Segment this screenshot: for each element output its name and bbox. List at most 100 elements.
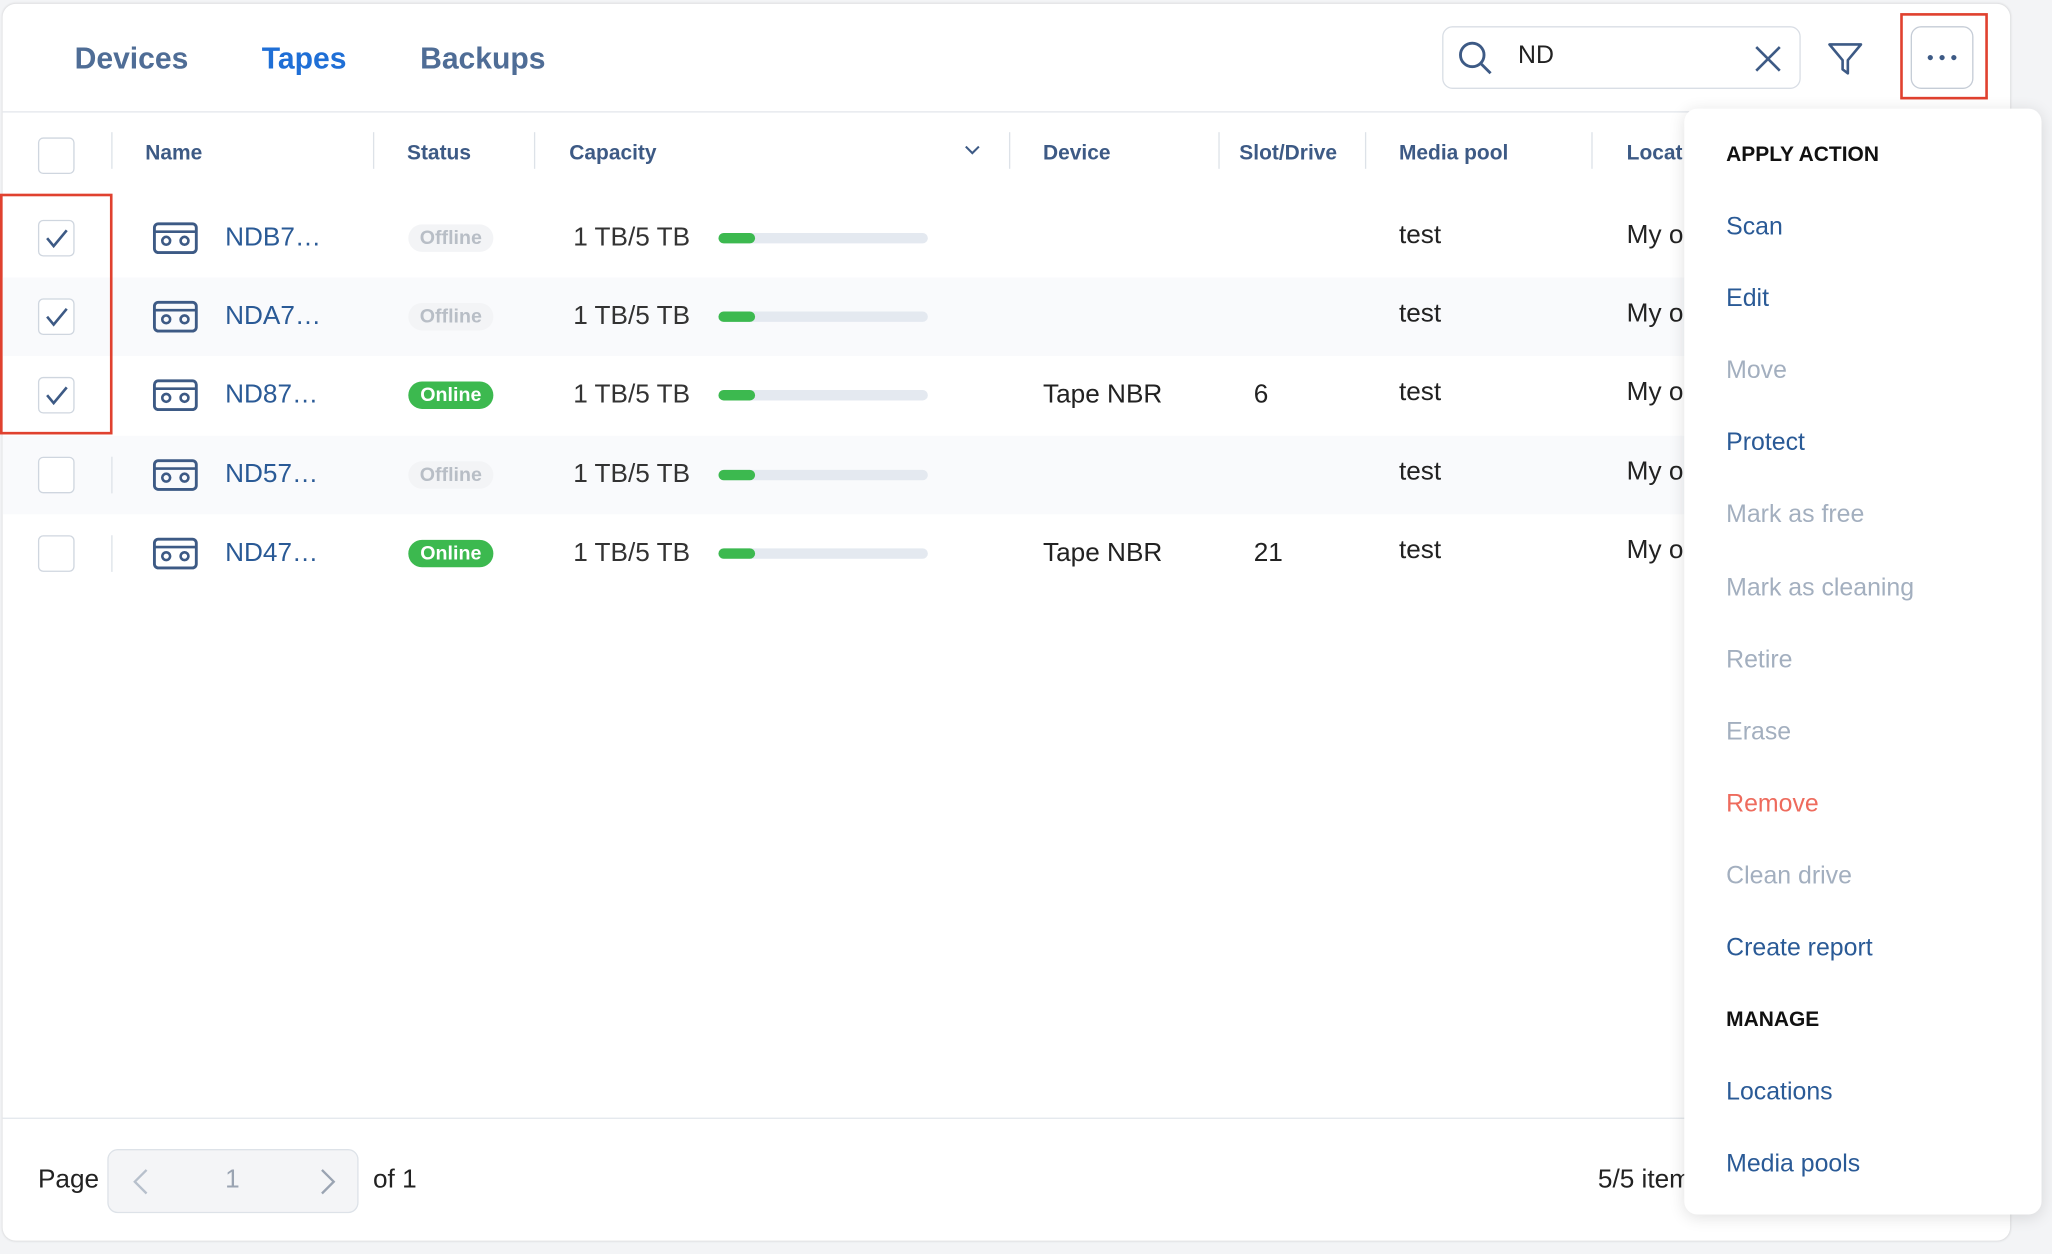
column-header[interactable]: Status (406, 142, 471, 165)
highlight (0, 193, 113, 435)
sort-icon[interactable] (963, 140, 981, 164)
column-header[interactable]: Capacity (569, 142, 657, 165)
menu-item: Move (1726, 357, 1787, 385)
menu-item[interactable]: Scan (1726, 213, 1783, 241)
search-input[interactable]: ND (1518, 41, 1554, 70)
location: My o (1626, 377, 1684, 407)
separator (111, 132, 113, 169)
status-badge: Online (408, 539, 494, 568)
tape-name[interactable]: NDB7… (225, 223, 322, 252)
tape-name[interactable]: ND57… (225, 459, 319, 489)
tape-icon (152, 219, 199, 265)
page-label: Page (37, 1165, 100, 1195)
capacity: 1 TB/5 TB (573, 459, 691, 489)
panel (2, 3, 2011, 1241)
media-pool: test (1398, 535, 1442, 565)
status-badge: Offline (408, 461, 494, 489)
status-badge: Offline (408, 302, 494, 331)
tab[interactable]: Backups (420, 41, 546, 76)
icon (321, 1169, 336, 1195)
tape-icon (152, 297, 199, 343)
divider (2, 1117, 2011, 1119)
capacity-fill (718, 548, 756, 559)
separator (372, 132, 375, 169)
search-icon (1455, 38, 1494, 84)
menu-item[interactable]: Edit (1726, 285, 1769, 313)
menu (1684, 108, 2042, 1215)
menu-item[interactable]: Media pools (1726, 1150, 1861, 1179)
location: My o (1626, 299, 1684, 328)
icon (965, 145, 980, 155)
filter-button[interactable] (1827, 41, 1864, 84)
status-badge: Online (408, 381, 494, 409)
icon (46, 386, 68, 406)
checkbox[interactable] (37, 219, 75, 257)
tab[interactable]: Devices (74, 41, 189, 76)
location: My o (1626, 457, 1684, 487)
tape-name[interactable]: NDA7… (225, 301, 322, 331)
next-button[interactable] (317, 1167, 338, 1202)
media-pool: test (1398, 220, 1442, 250)
menu-item: Mark as free (1726, 501, 1865, 530)
capacity-bar (718, 548, 928, 559)
highlight (1900, 13, 1988, 100)
menu-section-title: APPLY ACTION (1726, 143, 1879, 167)
tape-name[interactable]: ND47… (225, 538, 319, 568)
search-box[interactable] (1442, 26, 1801, 89)
menu-item: Erase (1726, 718, 1792, 746)
capacity-bar (718, 311, 928, 322)
menu-item[interactable]: Remove (1726, 790, 1819, 818)
checkbox[interactable] (37, 456, 75, 494)
menu-item[interactable]: Create report (1726, 934, 1873, 962)
separator (1008, 132, 1011, 169)
checkbox[interactable] (37, 298, 75, 336)
icon (1828, 43, 1863, 75)
capacity: 1 TB/5 TB (573, 538, 691, 568)
device: Tape NBR (1043, 380, 1163, 409)
separator (533, 132, 536, 169)
more-button[interactable] (1910, 26, 1974, 89)
column-header[interactable]: Media pool (1398, 142, 1509, 165)
menu-item[interactable]: Locations (1726, 1078, 1833, 1106)
menu-item: Clean drive (1726, 862, 1852, 890)
checkbox[interactable] (37, 535, 75, 572)
select-all[interactable] (37, 137, 75, 175)
icon (1755, 46, 1781, 72)
icon (152, 379, 198, 412)
capacity-bar (718, 389, 928, 401)
item-count: 5/5 item (1597, 1165, 1692, 1195)
capacity-fill (718, 389, 756, 401)
separator (1591, 132, 1593, 169)
column-header[interactable]: Device (1043, 142, 1111, 165)
menu-item[interactable]: Protect (1726, 429, 1805, 458)
capacity-fill (718, 469, 756, 481)
icon (152, 300, 198, 333)
tape-icon (152, 455, 199, 501)
separator (1218, 132, 1220, 169)
clear-button[interactable] (1754, 44, 1783, 79)
prev-button[interactable] (131, 1167, 152, 1202)
page-count: of 1 (372, 1165, 417, 1195)
menu-item: Mark as cleaning (1726, 573, 1915, 602)
tape-name[interactable]: ND87… (225, 380, 319, 409)
menu-section-title: MANAGE (1726, 1009, 1820, 1032)
divider (2, 111, 2011, 113)
column-header[interactable]: Slot/Drive (1239, 142, 1338, 165)
media-pool: test (1398, 457, 1442, 487)
icon (133, 1169, 148, 1195)
location: My o (1626, 220, 1684, 250)
separator (1364, 132, 1367, 169)
slot: 21 (1253, 538, 1283, 568)
icon (152, 222, 198, 255)
column-header[interactable]: Locat (1626, 142, 1683, 165)
icon (46, 229, 68, 249)
column-header[interactable]: Name (145, 142, 203, 165)
icon (46, 308, 68, 327)
separator (111, 456, 113, 494)
page-number[interactable]: 1 (225, 1165, 240, 1195)
pager (107, 1149, 359, 1214)
tab[interactable]: Tapes (261, 41, 347, 76)
checkbox[interactable] (37, 376, 75, 414)
menu-item: Retire (1726, 645, 1793, 674)
capacity: 1 TB/5 TB (573, 223, 691, 252)
